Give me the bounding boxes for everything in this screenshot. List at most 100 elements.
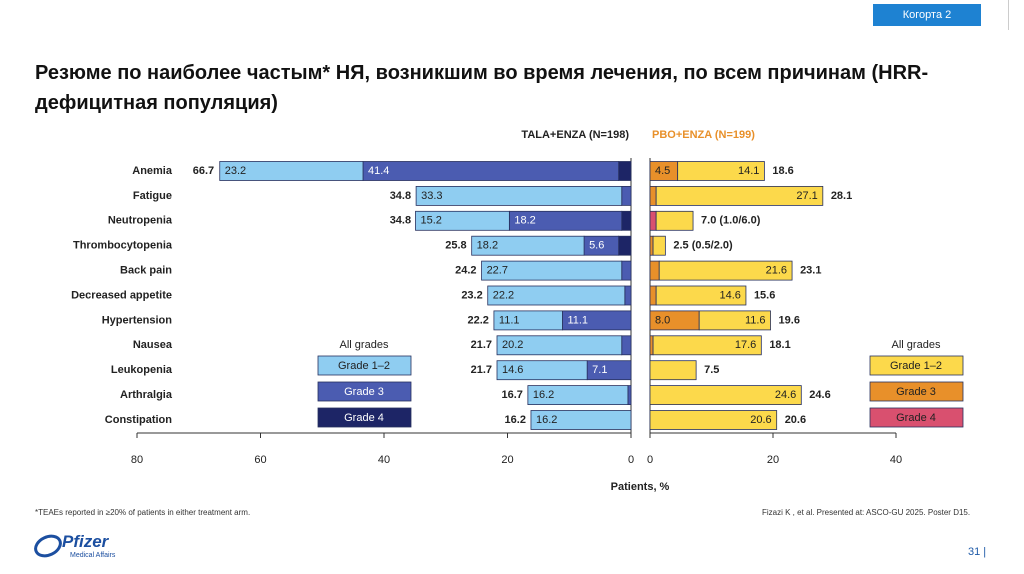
value-label: 23.2 xyxy=(225,165,246,177)
total-label: 2.5 (0.5/2.0) xyxy=(673,240,733,252)
total-label: 28.1 xyxy=(831,190,852,202)
x-tick-label: 40 xyxy=(890,454,902,466)
bar-segment xyxy=(471,235,585,256)
category-label: Decreased appetite xyxy=(71,289,172,301)
total-label: 66.7 xyxy=(193,165,214,177)
logo-mark xyxy=(34,534,62,558)
logo-subtitle: Medical Affairs xyxy=(70,552,116,559)
value-label: 24.6 xyxy=(775,389,796,401)
bar-segment xyxy=(652,235,666,256)
total-label: 23.2 xyxy=(461,289,482,301)
bar-segment xyxy=(655,210,694,231)
total-label: 18.6 xyxy=(772,165,793,177)
category-label: Anemia xyxy=(132,165,173,177)
logo-name: Pfizer xyxy=(62,532,109,551)
total-label: 23.1 xyxy=(800,265,821,277)
bar-segment xyxy=(649,360,697,381)
total-label: 34.8 xyxy=(390,215,411,227)
chart: Anemia Fatigue Neutropenia Thrombocytopenia… xyxy=(71,129,964,493)
total-label: 21.7 xyxy=(471,339,492,351)
value-label: 41.4 xyxy=(368,165,389,177)
value-label: 8.0 xyxy=(655,314,670,326)
category-label: Leukopenia xyxy=(111,364,173,376)
legend-swatch xyxy=(317,355,412,376)
bar-segment xyxy=(655,285,747,306)
legend-swatch xyxy=(317,407,412,428)
footnote: *TEAEs reported in ≥20% of patients in e… xyxy=(35,508,251,517)
bar-segment xyxy=(649,335,654,356)
category-label: Constipation xyxy=(105,414,172,426)
bar-segment xyxy=(649,385,802,406)
value-label: 11.1 xyxy=(567,314,588,326)
bar-segment xyxy=(655,185,824,206)
category-label: Thrombocytopenia xyxy=(73,240,173,252)
total-label: 16.7 xyxy=(501,389,522,401)
value-label: 22.2 xyxy=(493,289,514,301)
bar-segment xyxy=(649,210,657,231)
total-label: 21.7 xyxy=(471,364,492,376)
total-label: 22.2 xyxy=(467,314,488,326)
panel-title: PBO+ENZA (N=199) xyxy=(652,129,755,141)
category-label: Neutropenia xyxy=(108,215,173,227)
legend-swatch xyxy=(869,355,964,376)
value-label: 33.3 xyxy=(421,190,442,202)
value-label: 16.2 xyxy=(536,414,557,426)
value-label: 7.1 xyxy=(592,364,607,376)
value-label: 14.1 xyxy=(738,165,759,177)
x-tick-label: 20 xyxy=(501,454,513,466)
x-tick-label: 20 xyxy=(767,454,779,466)
total-label: 18.1 xyxy=(769,339,790,351)
bar-segment xyxy=(219,161,364,181)
bar-segment xyxy=(487,285,626,306)
value-label: 11.6 xyxy=(745,314,766,326)
x-tick-label: 80 xyxy=(131,454,143,466)
bar-segment xyxy=(493,310,563,331)
value-label: 11.1 xyxy=(499,314,520,326)
citation: Fizazi K , et al. Presented at: ASCO-GU … xyxy=(762,508,971,517)
total-label: 15.6 xyxy=(754,289,775,301)
total-label: 7.0 (1.0/6.0) xyxy=(701,215,761,227)
total-label: 7.5 xyxy=(704,364,719,376)
value-label: 18.2 xyxy=(477,240,498,252)
total-label: 25.8 xyxy=(445,240,466,252)
legend-label: Grade 4 xyxy=(344,412,384,424)
bar-segment xyxy=(618,161,632,181)
total-label: 20.6 xyxy=(785,414,806,426)
total-label: 24.6 xyxy=(809,389,830,401)
bar-segment xyxy=(627,385,632,406)
slide-title: Резюме по наиболее частым* НЯ, возникшим… xyxy=(35,62,929,114)
value-label: 4.5 xyxy=(655,165,670,177)
category-label: Nausea xyxy=(133,339,173,351)
value-label: 22.7 xyxy=(487,265,508,277)
bar-segment xyxy=(618,235,632,256)
bar-segment xyxy=(621,210,632,231)
bar-segment xyxy=(649,185,657,206)
bar-segment xyxy=(649,285,657,306)
category-label: Back pain xyxy=(120,265,172,277)
bar-segment xyxy=(415,210,510,231)
bar-segment xyxy=(527,385,629,406)
bar-segment xyxy=(621,260,632,281)
value-label: 20.6 xyxy=(750,414,771,426)
legend-label: Grade 1–2 xyxy=(890,360,942,372)
category-label: Arthralgia xyxy=(120,389,173,401)
total-label: 19.6 xyxy=(779,314,800,326)
category-label: Hypertension xyxy=(102,314,173,326)
x-tick-label: 0 xyxy=(647,454,653,466)
value-label: 14.6 xyxy=(720,289,741,301)
bar-segment xyxy=(698,310,771,331)
bar-segment xyxy=(481,260,623,281)
bar-segment xyxy=(649,410,778,430)
category-label: Fatigue xyxy=(133,190,172,202)
legend-label: Grade 3 xyxy=(896,386,936,398)
legend-title: All grades xyxy=(892,339,941,351)
value-label: 5.6 xyxy=(589,240,604,252)
legend-swatch xyxy=(869,407,964,428)
bar-segment xyxy=(652,335,762,356)
legend-swatch xyxy=(869,381,964,402)
panel-title: TALA+ENZA (N=198) xyxy=(521,129,629,141)
value-label: 15.2 xyxy=(420,215,441,227)
bar-segment xyxy=(649,235,654,256)
bar-segment xyxy=(621,185,632,206)
